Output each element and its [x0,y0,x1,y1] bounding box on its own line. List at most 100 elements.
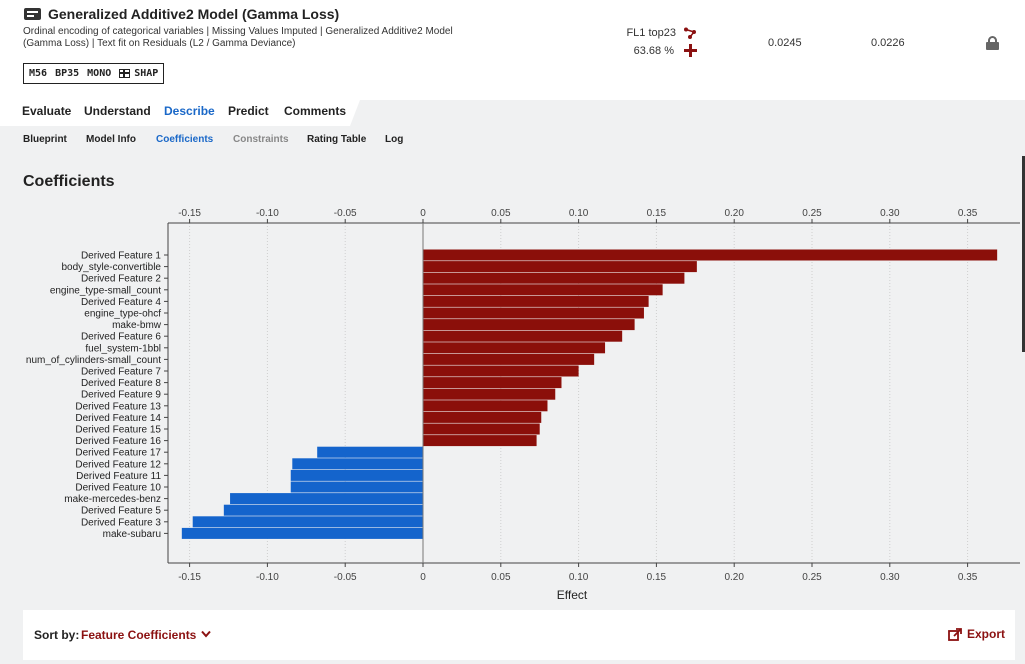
feature-label: engine_type-ohcf [84,309,161,320]
x-axis-title: Effect [557,588,588,602]
subtab-coefficients[interactable]: Coefficients [156,134,214,145]
x-tick-label-bottom: 0.05 [491,572,511,583]
x-tick-label-bottom: 0.25 [802,572,822,583]
model-icon [24,8,41,20]
x-tick-label-bottom: 0.10 [569,572,589,583]
coefficient-bar [423,261,697,273]
coefficient-bar [290,469,423,481]
feature-label: Derived Feature 13 [75,401,161,412]
x-tick-label-top: 0.20 [724,208,744,219]
export-label: Export [967,627,1006,641]
sort-label: Sort by: [34,628,80,642]
x-tick-label-bottom: 0.15 [647,572,667,583]
feature-label: Derived Feature 14 [75,413,161,424]
validation-score: 0.0245 [768,37,802,49]
model-header: Generalized Additive2 Model (Gamma Loss)… [0,0,1025,100]
badge-monotonic: MONO [87,68,112,79]
coefficient-bar [181,527,423,539]
feature-label: Derived Feature 3 [81,517,161,528]
tab-comments[interactable]: Comments [284,104,347,118]
scrollbar[interactable] [1022,156,1025,352]
badge-blueprint: BP35 [55,68,80,79]
coefficient-bar [423,249,998,261]
x-tick-label-bottom: 0.30 [880,572,900,583]
coefficient-bar [423,307,644,319]
feature-list-label: FL1 top23 [626,27,676,39]
feature-label: Derived Feature 6 [81,332,161,343]
coefficient-bar [423,411,542,423]
coefficient-bar [423,435,537,447]
badge-shap: SHAP [119,68,158,79]
coefficient-bar [317,446,423,458]
feature-label: Derived Feature 17 [75,448,161,459]
feature-label: num_of_cylinders-small_count [26,355,161,366]
x-tick-label-bottom: -0.05 [334,572,357,583]
coefficient-bar [423,342,606,354]
x-tick-label-bottom: 0 [420,572,426,583]
sort-dropdown[interactable]: Feature Coefficients [81,628,197,642]
sample-percentage: 63.68 % [633,45,674,57]
feature-label: fuel_system-1bbl [85,343,161,354]
feature-label: Derived Feature 7 [81,367,161,378]
table-icon [119,69,131,78]
coefficient-bar [423,330,623,342]
feature-list-share-icon[interactable] [683,27,697,39]
x-tick-label-bottom: -0.10 [256,572,279,583]
subtab-log[interactable]: Log [385,134,404,145]
feature-label: Derived Feature 11 [76,471,161,482]
badge-shap-label: SHAP [134,68,159,79]
feature-label: Derived Feature 4 [81,297,161,308]
x-tick-label-top: 0.35 [958,208,978,219]
model-title: Generalized Additive2 Model (Gamma Loss) [48,6,340,22]
coefficient-bar [423,353,595,365]
subtab-rating-table[interactable]: Rating Table [307,134,367,145]
model-description: Ordinal encoding of categorical variable… [23,26,453,49]
coefficient-bar [290,481,423,493]
feature-label: Derived Feature 5 [81,506,161,517]
lock-icon [986,36,999,50]
x-tick-label-top: -0.05 [334,208,357,219]
export-icon [948,628,962,641]
plus-icon[interactable] [684,44,697,57]
coefficient-bar [423,388,556,400]
x-tick-label-top: -0.15 [178,208,201,219]
coefficient-bar [423,377,562,389]
section-title: Coefficients [23,173,115,190]
coefficient-bar [423,295,649,307]
feature-label: body_style-convertible [62,262,162,273]
coefficient-bar [292,458,423,470]
describe-panel: Blueprint Model Info Coefficients Constr… [0,126,1022,664]
badge-model-number: M56 [29,68,48,79]
coefficient-bar [223,504,423,516]
feature-label: Derived Feature 10 [75,483,161,494]
coefficient-bar [423,319,635,331]
x-tick-label-top: 0.30 [880,208,900,219]
x-tick-label-top: 0.05 [491,208,511,219]
feature-label: Derived Feature 9 [81,390,161,401]
crossvalidation-score: 0.0226 [871,37,905,49]
coefficients-chart: -0.15 -0.15 -0.10 -0.10 -0.05 -0.05 0 0 0.05 0.05… [26,208,1020,602]
feature-label: Derived Feature 12 [75,459,161,470]
tab-predict[interactable]: Predict [228,104,269,118]
tab-evaluate[interactable]: Evaluate [22,104,72,118]
subtab-blueprint[interactable]: Blueprint [23,134,67,145]
coefficient-bar [423,365,579,377]
feature-label: make-mercedes-benz [64,494,161,505]
tab-describe[interactable]: Describe [164,104,215,118]
feature-label: Derived Feature 1 [81,251,161,262]
coefficient-bar [230,493,423,505]
tab-understand[interactable]: Understand [84,104,151,118]
x-tick-label-top: 0.15 [647,208,667,219]
coefficient-bar [423,400,548,412]
x-tick-label-top: -0.10 [256,208,279,219]
chevron-down-icon[interactable] [201,630,211,638]
coefficient-bar [423,284,663,296]
x-tick-label-top: 0 [420,208,426,219]
subtab-constraints[interactable]: Constraints [233,134,289,145]
export-button[interactable]: Export [948,627,1008,643]
feature-label: make-subaru [103,529,161,540]
x-tick-label-bottom: 0.35 [958,572,978,583]
coefficient-bar [423,272,685,284]
coefficient-bar [192,516,423,528]
subtab-model-info[interactable]: Model Info [86,134,136,145]
